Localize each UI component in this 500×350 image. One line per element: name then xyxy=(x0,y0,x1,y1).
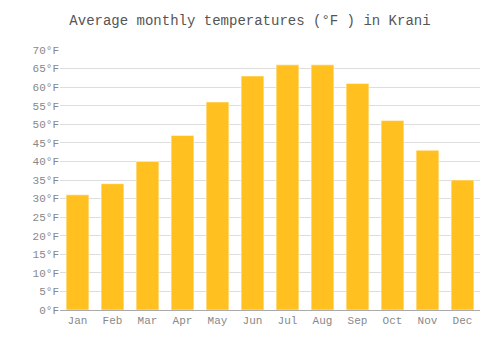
svg-text:0°F: 0°F xyxy=(39,305,59,317)
svg-text:Sep: Sep xyxy=(348,315,368,327)
svg-text:10°F: 10°F xyxy=(33,268,59,280)
svg-text:May: May xyxy=(208,315,228,327)
svg-text:15°F: 15°F xyxy=(33,249,59,261)
svg-text:Jun: Jun xyxy=(243,315,263,327)
svg-text:Mar: Mar xyxy=(138,315,158,327)
svg-text:20°F: 20°F xyxy=(33,231,59,243)
svg-text:5°F: 5°F xyxy=(39,286,59,298)
svg-text:50°F: 50°F xyxy=(33,119,59,131)
svg-text:Oct: Oct xyxy=(383,315,403,327)
svg-text:Average monthly temperatures (: Average monthly temperatures (°F ) in Kr… xyxy=(69,13,430,29)
svg-text:Nov: Nov xyxy=(418,315,438,327)
svg-text:Dec: Dec xyxy=(453,315,473,327)
svg-text:35°F: 35°F xyxy=(33,175,59,187)
svg-text:Jan: Jan xyxy=(68,315,88,327)
svg-text:70°F: 70°F xyxy=(33,45,59,57)
svg-text:Aug: Aug xyxy=(313,315,333,327)
svg-text:60°F: 60°F xyxy=(33,82,59,94)
svg-text:45°F: 45°F xyxy=(33,138,59,150)
svg-text:40°F: 40°F xyxy=(33,156,59,168)
svg-text:Jul: Jul xyxy=(278,315,298,327)
svg-text:65°F: 65°F xyxy=(33,63,59,75)
svg-text:Apr: Apr xyxy=(173,315,193,327)
svg-text:30°F: 30°F xyxy=(33,193,59,205)
svg-text:25°F: 25°F xyxy=(33,212,59,224)
svg-text:55°F: 55°F xyxy=(33,101,59,113)
svg-text:Feb: Feb xyxy=(103,315,123,327)
